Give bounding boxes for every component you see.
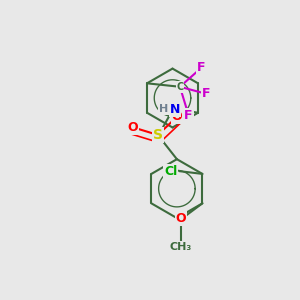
Text: O: O <box>172 110 182 123</box>
Text: O: O <box>176 212 186 225</box>
Text: Cl: Cl <box>164 165 177 178</box>
Text: C: C <box>176 82 184 92</box>
Text: H: H <box>159 104 168 114</box>
Text: N: N <box>170 103 180 116</box>
Text: F: F <box>197 61 206 74</box>
Text: O: O <box>128 121 138 134</box>
Text: F: F <box>184 109 193 122</box>
Text: F: F <box>202 87 210 100</box>
Text: S: S <box>153 128 163 142</box>
Text: CH₃: CH₃ <box>170 242 192 252</box>
